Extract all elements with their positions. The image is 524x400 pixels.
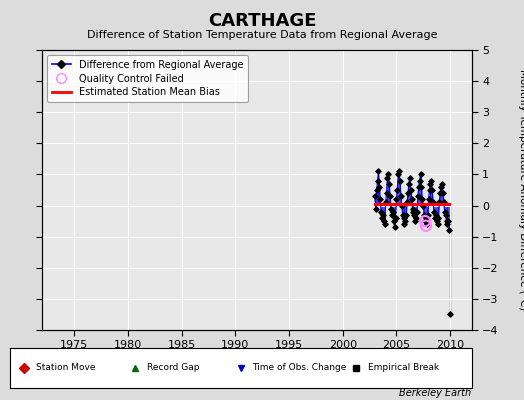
Point (400, 221, 409, 228)
Text: Empirical Break: Empirical Break (368, 364, 439, 372)
Point (440, 199, 448, 206)
Point (406, 174, 414, 181)
Point (419, 202, 428, 209)
Point (387, 206, 395, 212)
Point (422, 222, 430, 229)
Point (375, 184, 384, 190)
Point (422, 215, 430, 221)
Point (398, 212, 407, 218)
Point (374, 168, 383, 174)
Point (421, 218, 429, 224)
Point (411, 218, 419, 224)
Point (381, 199, 390, 206)
Point (383, 190, 391, 196)
Point (446, 311, 454, 318)
Point (417, 184, 425, 190)
Point (409, 208, 418, 215)
Point (445, 227, 453, 234)
Point (433, 221, 442, 228)
Point (386, 193, 395, 200)
Point (389, 208, 397, 215)
Point (417, 171, 425, 178)
Y-axis label: Monthly Temperature Anomaly Difference (°C): Monthly Temperature Anomaly Difference (… (518, 69, 524, 311)
Point (430, 208, 438, 215)
Point (390, 224, 399, 230)
Point (441, 208, 449, 215)
Point (435, 199, 443, 206)
Point (432, 212, 440, 218)
Point (408, 206, 417, 212)
Point (388, 212, 396, 218)
Point (392, 196, 400, 202)
Point (374, 178, 382, 184)
Point (428, 187, 436, 193)
Point (401, 218, 410, 224)
Text: Record Gap: Record Gap (147, 364, 199, 372)
Point (414, 184, 423, 190)
Point (444, 218, 453, 224)
Point (402, 212, 410, 218)
Point (397, 193, 405, 200)
Point (391, 215, 400, 221)
Point (420, 212, 428, 218)
Text: Difference of Station Temperature Data from Regional Average: Difference of Station Temperature Data f… (87, 30, 437, 40)
Point (437, 184, 445, 190)
Text: CARTHAGE: CARTHAGE (208, 12, 316, 30)
Point (413, 193, 422, 200)
Point (442, 218, 451, 224)
Text: Berkeley Earth: Berkeley Earth (399, 388, 472, 398)
Point (410, 212, 419, 218)
Point (380, 221, 389, 228)
Point (421, 218, 429, 224)
Point (407, 187, 415, 193)
Point (377, 208, 385, 215)
Point (384, 171, 392, 178)
Point (443, 221, 452, 228)
Point (398, 202, 406, 209)
Point (395, 168, 403, 174)
Point (405, 180, 413, 187)
Point (424, 196, 433, 202)
Point (429, 199, 438, 206)
Point (416, 178, 424, 184)
Point (425, 187, 434, 193)
Point (439, 190, 447, 196)
Point (431, 215, 439, 221)
Legend: Difference from Regional Average, Quality Control Failed, Estimated Station Mean: Difference from Regional Average, Qualit… (47, 55, 248, 102)
Point (408, 196, 416, 202)
Point (396, 178, 404, 184)
Point (427, 178, 435, 184)
Text: Station Move: Station Move (36, 364, 95, 372)
Point (434, 215, 443, 221)
Point (413, 208, 421, 215)
Point (378, 215, 386, 221)
Point (394, 171, 402, 178)
Point (373, 187, 381, 193)
Text: Time of Obs. Change: Time of Obs. Change (253, 364, 347, 372)
Point (383, 174, 391, 181)
Point (389, 218, 398, 224)
Point (379, 212, 387, 218)
Point (403, 199, 411, 206)
Point (404, 190, 412, 196)
Point (426, 180, 434, 187)
Point (399, 215, 408, 221)
Point (438, 180, 446, 187)
Point (432, 218, 441, 224)
Point (423, 221, 431, 228)
Point (370, 193, 379, 200)
Point (376, 196, 385, 202)
Point (441, 212, 450, 218)
Point (436, 190, 444, 196)
Point (385, 180, 394, 187)
Point (380, 218, 388, 224)
Point (412, 215, 420, 221)
Point (418, 196, 427, 202)
Point (372, 206, 380, 212)
Point (393, 187, 401, 193)
Point (423, 212, 432, 218)
